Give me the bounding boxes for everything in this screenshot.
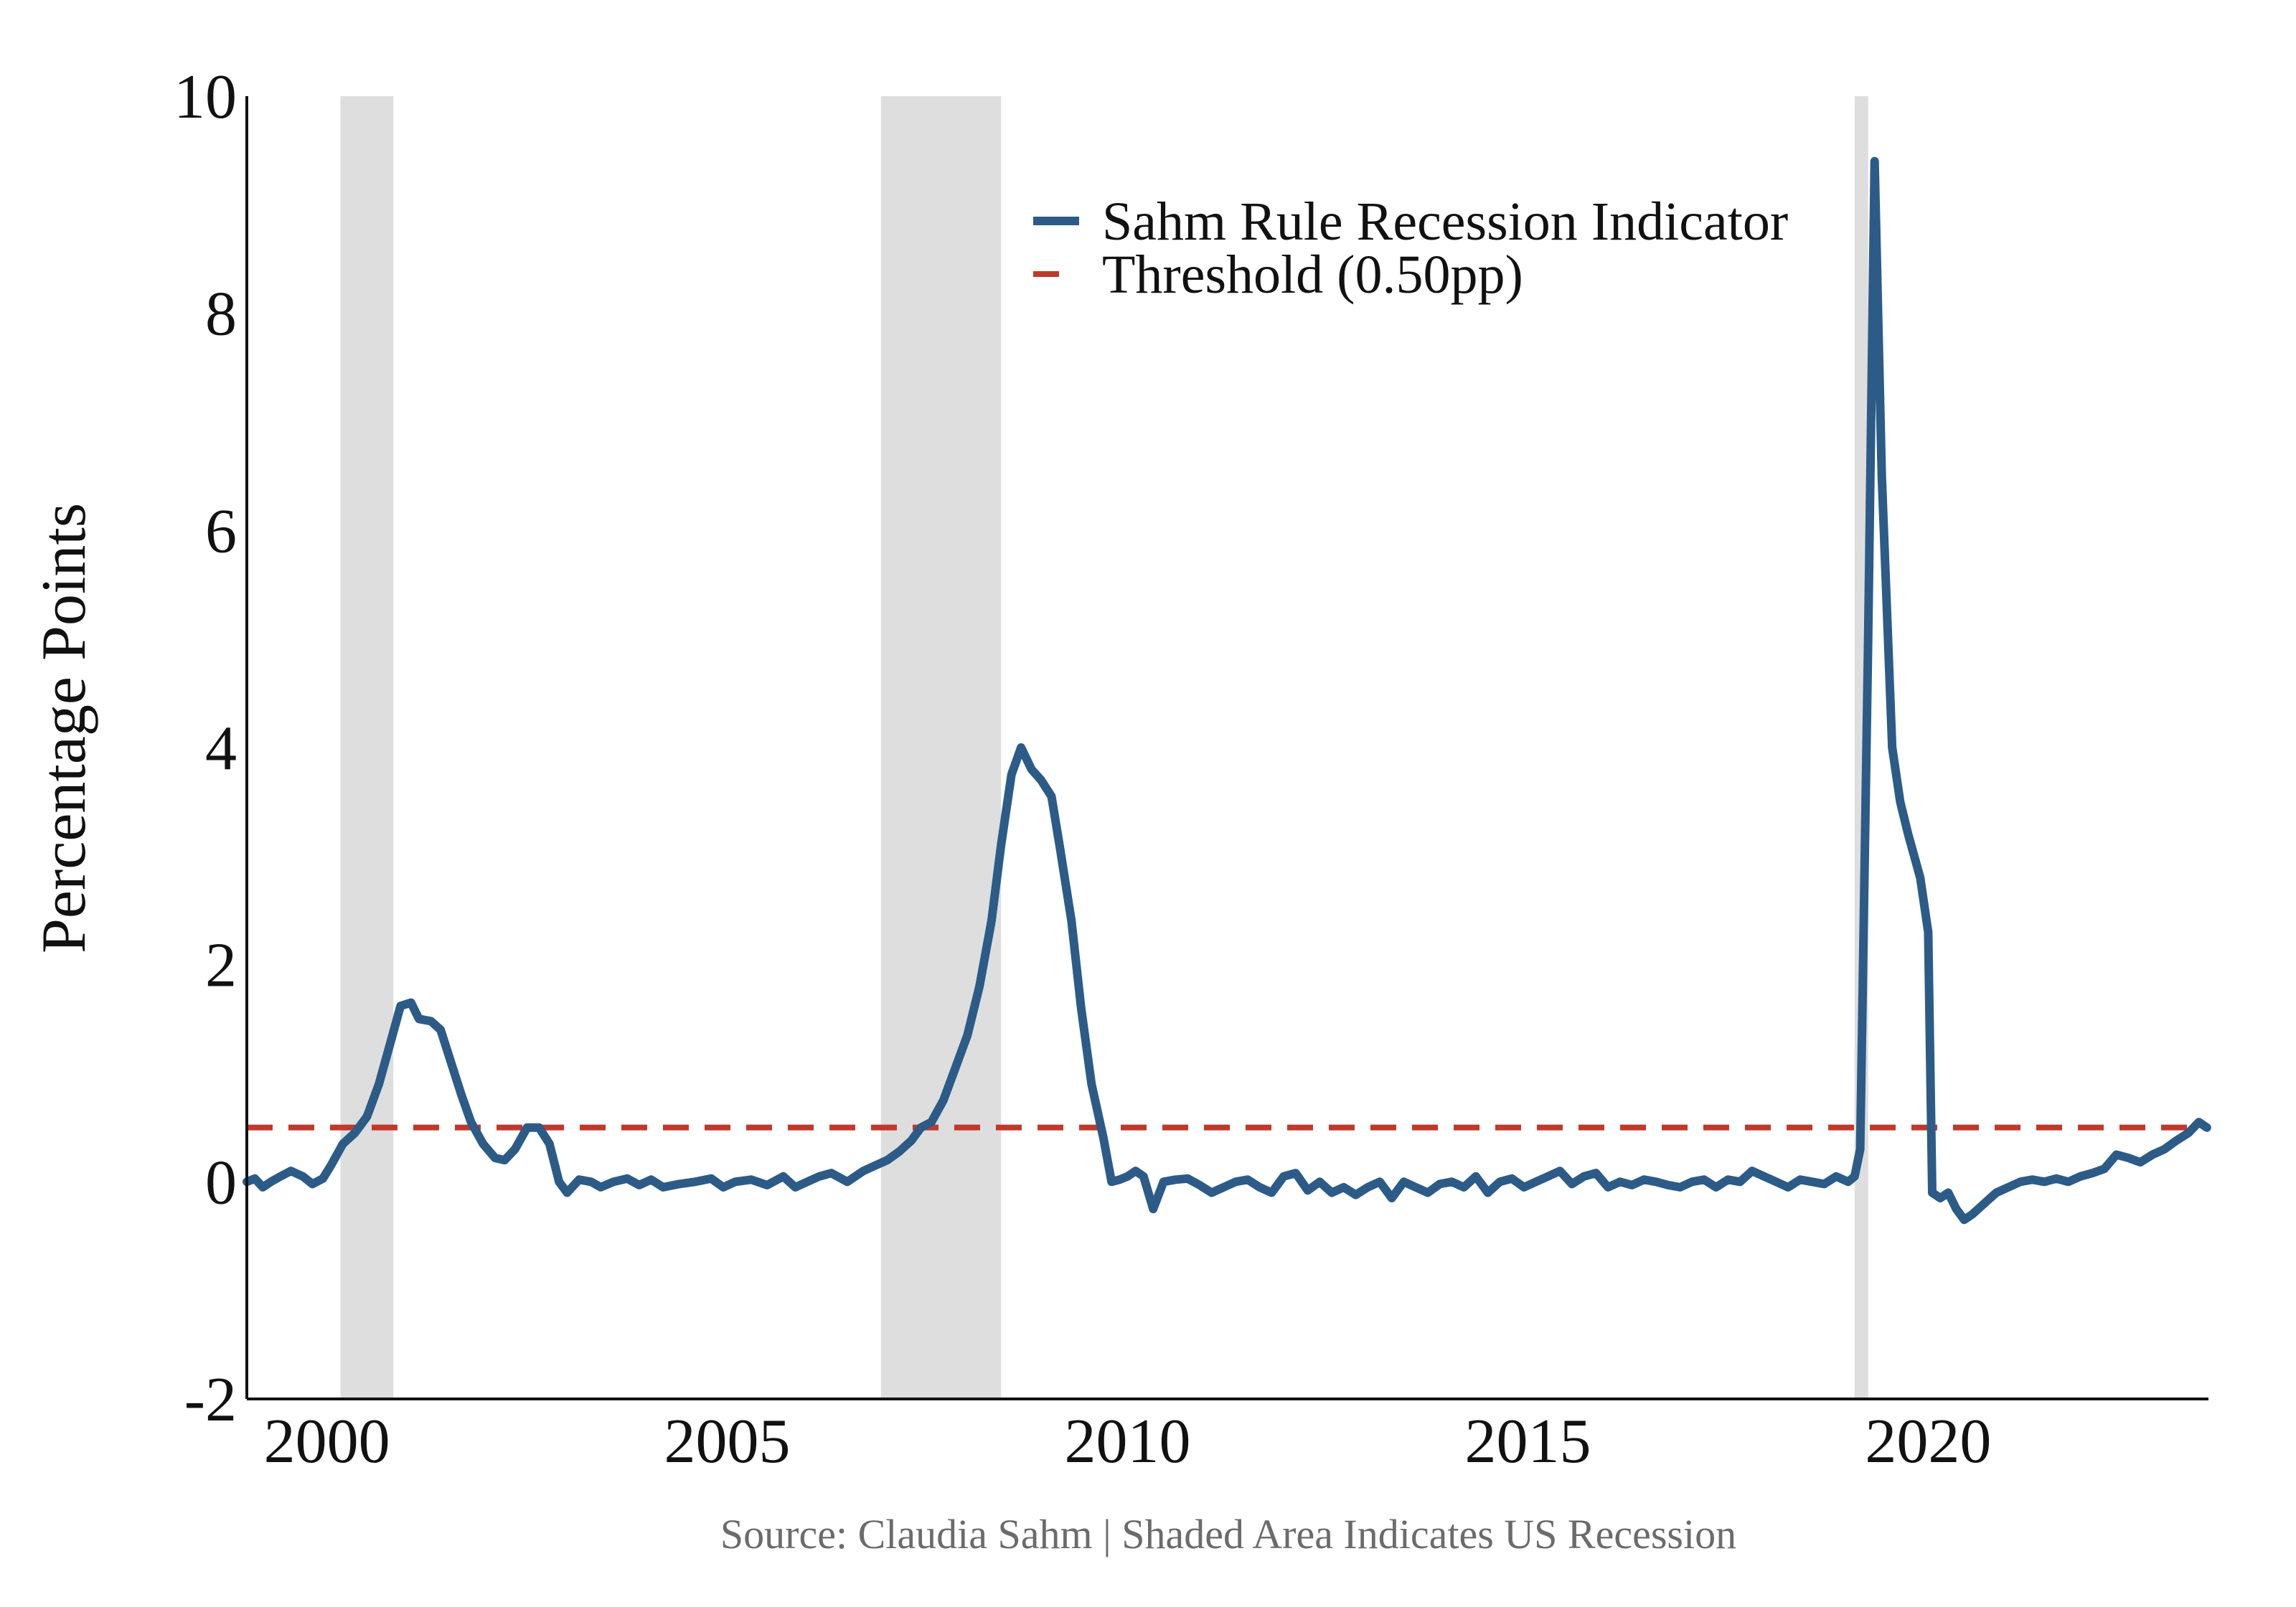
- y-tick-label: -2: [184, 1365, 237, 1435]
- axes-group: [245, 96, 2208, 1400]
- x-tick-label: 2000: [264, 1407, 390, 1476]
- legend-label-threshold: Threshold (0.50pp): [1102, 245, 1523, 305]
- y-tick-label: 2: [205, 931, 237, 1001]
- y-tick-label: 4: [205, 714, 237, 783]
- source-note: Source: Claudia Sahm | Shaded Area Indic…: [720, 1511, 1736, 1557]
- recession-band-1: [880, 96, 1002, 1399]
- tick-labels-group: -2 0 2 4 6 8 10 2000 2005 2010 2015 2020: [174, 62, 1991, 1476]
- legend-label-indicator: Sahm Rule Recession Indicator: [1102, 192, 1788, 252]
- series-group: [243, 156, 2211, 1225]
- recession-band-0: [340, 96, 394, 1399]
- x-tick-label: 2015: [1464, 1407, 1591, 1476]
- y-axis-title: Percentage Points: [29, 503, 99, 953]
- x-tick-label: 2005: [664, 1407, 791, 1476]
- y-tick-label: 10: [174, 62, 237, 132]
- y-tick-label: 6: [205, 496, 237, 566]
- x-tick-label: 2010: [1065, 1407, 1191, 1476]
- recession-shading-group: [340, 96, 1868, 1399]
- legend: Sahm Rule Recession Indicator Threshold …: [1033, 192, 1788, 305]
- series-line-0: [243, 156, 2211, 1225]
- y-tick-label: 0: [205, 1148, 237, 1217]
- y-tick-label: 8: [205, 280, 237, 349]
- x-tick-label: 2020: [1865, 1407, 1991, 1476]
